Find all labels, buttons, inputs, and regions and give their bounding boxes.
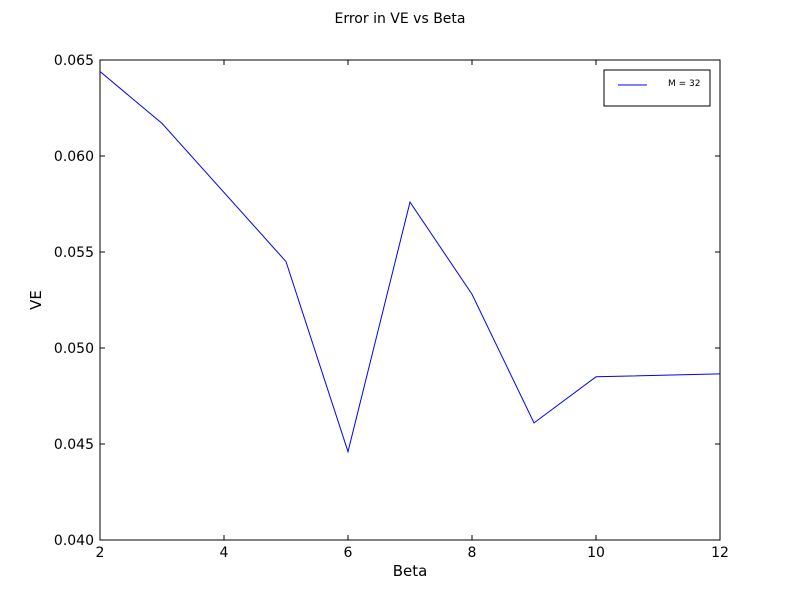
legend: M = 32 [603,69,711,107]
y-tick-label: 0.060 [54,149,94,165]
y-tick-label: 0.040 [54,533,94,549]
y-tick-label: 0.050 [54,341,94,357]
legend-box [603,69,711,107]
legend-label: M = 32 [668,79,700,89]
series-layer [99,71,721,454]
x-tick-label: 10 [587,545,605,561]
plot-frame [99,59,721,541]
y-tick-label: 0.055 [54,245,94,261]
y-tick-label: 0.045 [54,437,94,453]
series-line [99,71,721,454]
y-axis-label: VE [27,290,45,310]
x-tick-label: 12 [711,545,729,561]
x-tick-label: 8 [468,545,477,561]
axes: 2 4 6 8 10 12 0.040 0.045 0.050 0.055 0.060 0.065 [54,53,729,561]
x-tick-label: 6 [344,545,353,561]
x-axis-label: Beta [393,562,428,580]
x-tick-label: 4 [220,545,229,561]
chart-title: Error in VE vs Beta [335,11,466,27]
y-tick-label: 0.065 [54,53,94,69]
x-tick-label: 2 [96,545,105,561]
